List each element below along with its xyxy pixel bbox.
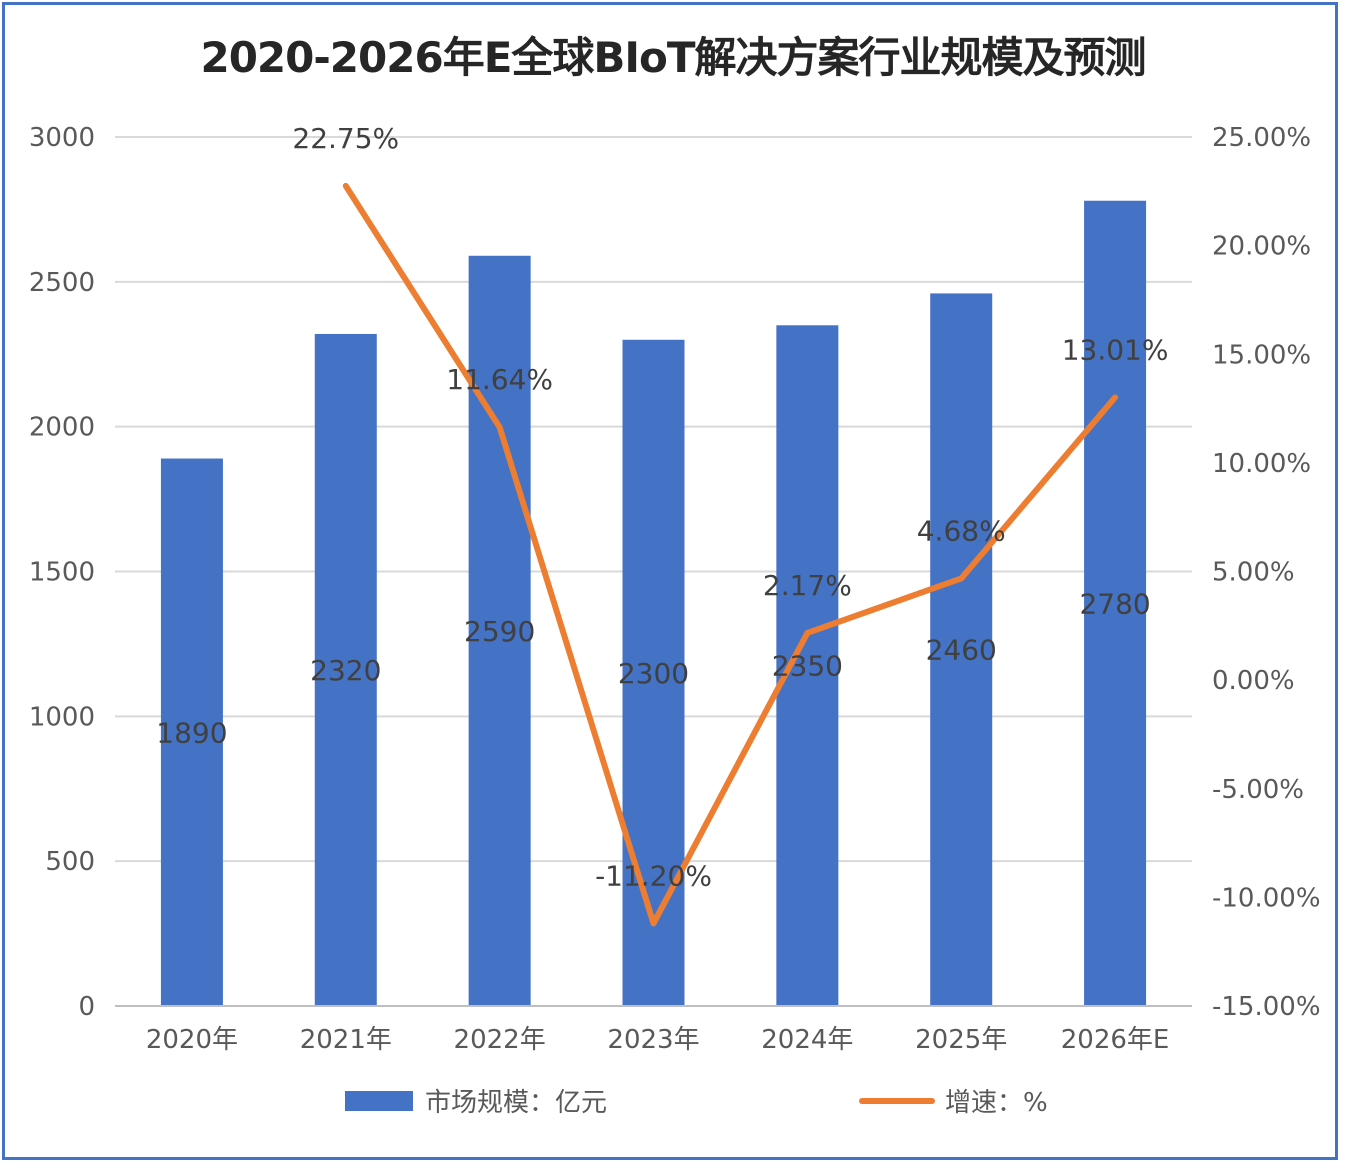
x-tick-label: 2021年 — [300, 1025, 392, 1055]
y-right-tick-label: 0.00% — [1212, 666, 1295, 696]
bar-data-label: 2300 — [618, 657, 689, 690]
line-data-label: 22.75% — [292, 122, 399, 155]
growth-line-series — [342, 182, 1119, 927]
y-left-tick-label: 2500 — [29, 268, 95, 298]
bar — [1084, 200, 1147, 1006]
y-left-tick-label: 0 — [78, 992, 95, 1022]
y-left-tick-label: 2000 — [29, 413, 95, 443]
bar — [160, 458, 223, 1006]
x-tick-label: 2023年 — [607, 1025, 699, 1055]
y-right-tick-label: 10.00% — [1212, 449, 1311, 479]
bar — [468, 255, 531, 1007]
x-tick-label: 2022年 — [454, 1025, 546, 1055]
line-data-label: 13.01% — [1062, 333, 1169, 366]
x-tick-label: 2026年E — [1061, 1025, 1170, 1055]
bar-data-label: 2590 — [464, 615, 535, 648]
y-right-tick-label: 5.00% — [1212, 558, 1295, 588]
line-data-label: 2.17% — [763, 569, 852, 602]
bar-data-label: 2320 — [310, 654, 381, 687]
x-axis: 2020年 2021年 2022年 2023年 2024年 2025年 2026年E — [115, 1005, 1192, 1055]
bar-data-label: 1890 — [156, 716, 227, 749]
bar — [622, 339, 685, 1006]
x-tick-label: 2020年 — [146, 1025, 238, 1055]
x-tick-label: 2025年 — [915, 1025, 1007, 1055]
y-left-tick-label: 1000 — [29, 702, 95, 732]
y-right-tick-label: -15.00% — [1212, 992, 1321, 1022]
data-labels: 1890 2320 2590 2300 2350 2460 2780 22.75% 11.64%… — [156, 122, 1168, 893]
bar — [314, 333, 377, 1006]
line-data-label: 11.64% — [446, 363, 553, 396]
x-tick-label: 2024年 — [761, 1025, 853, 1055]
y-left-tick-label: 3000 — [29, 123, 95, 153]
y-right-tick-label: 20.00% — [1212, 232, 1311, 262]
y-right-tick-label: -10.00% — [1212, 883, 1321, 913]
legend-bar-label: 市场规模：亿元 — [425, 1088, 607, 1118]
y-left-tick-label: 500 — [45, 847, 95, 877]
line-data-label: 4.68% — [917, 514, 1006, 547]
y-right-tick-label: -5.00% — [1212, 775, 1304, 805]
chart-title: 2020-2026年E全球BIoT解决方案行业规模及预测 — [200, 33, 1146, 82]
y-right-tick-label: 25.00% — [1212, 123, 1311, 153]
bar-data-label: 2780 — [1079, 587, 1150, 620]
legend: 市场规模：亿元 增速：% — [345, 1088, 1048, 1118]
bar — [930, 293, 993, 1006]
legend-bar-swatch — [345, 1091, 413, 1111]
bar-data-label: 2460 — [926, 634, 997, 667]
growth-line — [342, 182, 1119, 927]
line-data-label: -11.20% — [595, 859, 712, 892]
legend-line-label: 增速：% — [945, 1088, 1048, 1118]
y-right-tick-label: 15.00% — [1212, 340, 1311, 370]
bar-data-label: 2350 — [772, 650, 843, 683]
y-left-tick-label: 1500 — [29, 558, 95, 588]
